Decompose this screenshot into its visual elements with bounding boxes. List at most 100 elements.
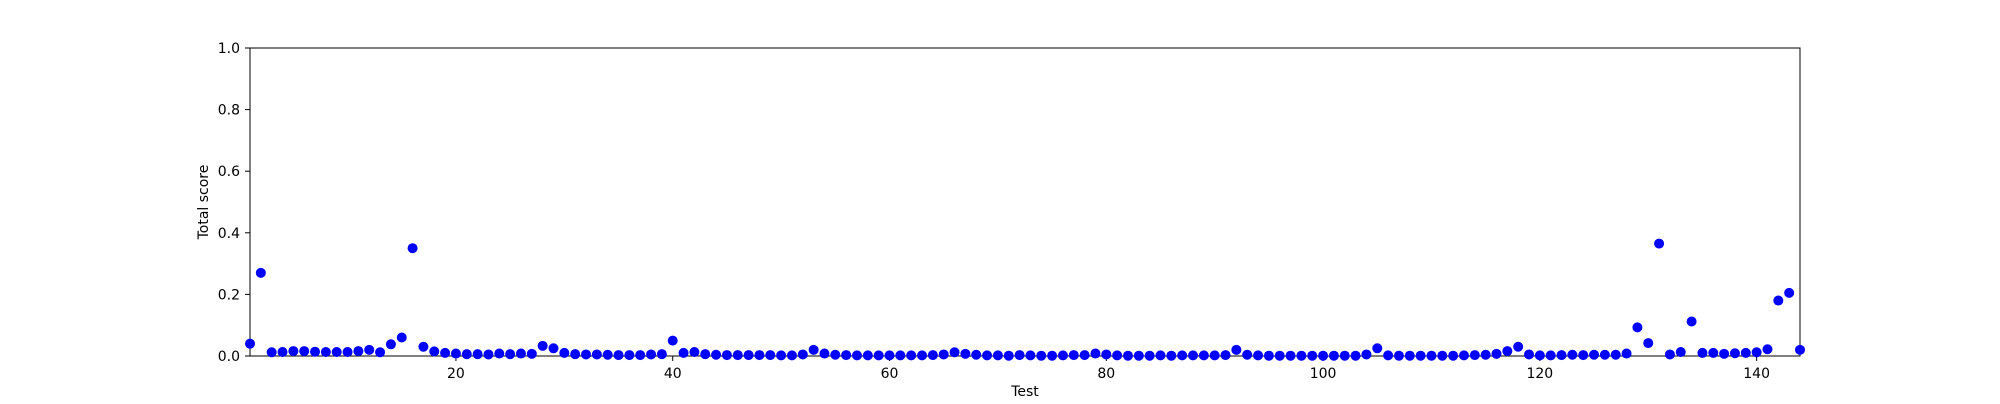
data-point [407,243,418,254]
data-point [1057,350,1068,361]
data-point [1751,347,1762,358]
data-point [440,347,451,358]
data-point [678,347,689,358]
data-point [418,341,429,352]
data-point [743,350,754,361]
x-tick-label: 60 [881,366,899,382]
data-point [721,350,732,361]
data-point [515,348,526,359]
data-point [1480,349,1491,360]
data-point [1231,344,1242,355]
data-point [342,346,353,357]
data-point [320,346,331,357]
data-point [711,349,722,360]
data-point [1361,349,1372,360]
data-point [927,350,938,361]
data-point [581,349,592,360]
data-point [1253,350,1264,361]
y-tick-label: 0.0 [218,349,240,365]
data-point [1795,344,1805,355]
data-point [1610,349,1621,360]
data-point [1307,350,1318,361]
data-point [429,346,440,357]
data-point [1675,346,1686,357]
data-point [472,349,483,360]
data-point [570,349,581,360]
data-point [1079,350,1090,361]
data-point [1068,350,1079,361]
data-point [884,350,895,361]
data-point [1274,350,1285,361]
data-point [1686,316,1697,327]
data-point [1556,350,1567,361]
data-point [635,350,646,361]
data-point [1003,350,1014,361]
data-point [819,348,830,359]
data-point [255,267,266,278]
data-point [559,347,570,358]
data-point [689,346,700,357]
data-point [288,346,299,357]
data-point [1502,346,1513,357]
data-point [971,349,982,360]
y-tick-label: 1.0 [218,41,240,57]
data-point [851,350,862,361]
data-point [1383,350,1394,361]
data-point [1122,350,1133,361]
data-point [841,350,852,361]
data-point [1437,350,1448,361]
data-point [1545,350,1556,361]
data-point [1697,347,1708,358]
data-point [364,344,375,355]
data-point [646,349,657,360]
data-point [613,350,624,361]
data-point [1133,350,1144,361]
data-point [331,346,342,357]
data-point [1762,344,1773,355]
data-point [700,349,711,360]
data-point [1328,350,1339,361]
data-point [1112,350,1123,361]
data-point [1589,349,1600,360]
data-point [906,350,917,361]
x-tick-label: 140 [1743,366,1770,382]
data-point [1491,348,1502,359]
data-points [245,238,1805,361]
data-point [591,349,602,360]
data-point [548,343,559,354]
data-point [505,349,516,360]
data-point [1654,238,1665,249]
data-point [483,349,494,360]
data-point [1740,347,1751,358]
data-point [1784,287,1795,298]
data-point [1339,350,1350,361]
data-point [537,340,548,351]
data-point [1209,350,1220,361]
data-point [602,349,613,360]
data-point [1426,350,1437,361]
data-point [982,350,993,361]
data-point [1144,350,1155,361]
data-point [375,347,386,358]
data-point [1621,348,1632,359]
data-point [1101,349,1112,360]
data-point [1567,349,1578,360]
x-tick-label: 120 [1526,366,1553,382]
data-point [299,346,310,357]
data-point [1198,350,1209,361]
y-axis-label: Total score [196,165,212,241]
data-point [1458,350,1469,361]
data-point [1090,348,1101,359]
data-point [1599,349,1610,360]
data-point [1708,347,1719,358]
y-tick-label: 0.2 [218,287,240,303]
y-axis-ticks: 0.0 0.2 0.4 0.6 0.8 1.0 [218,41,250,365]
data-point [1448,350,1459,361]
data-point [938,349,949,360]
data-point [765,350,776,361]
data-point [949,347,960,358]
data-point [1155,350,1166,361]
y-tick-label: 0.8 [218,103,240,119]
